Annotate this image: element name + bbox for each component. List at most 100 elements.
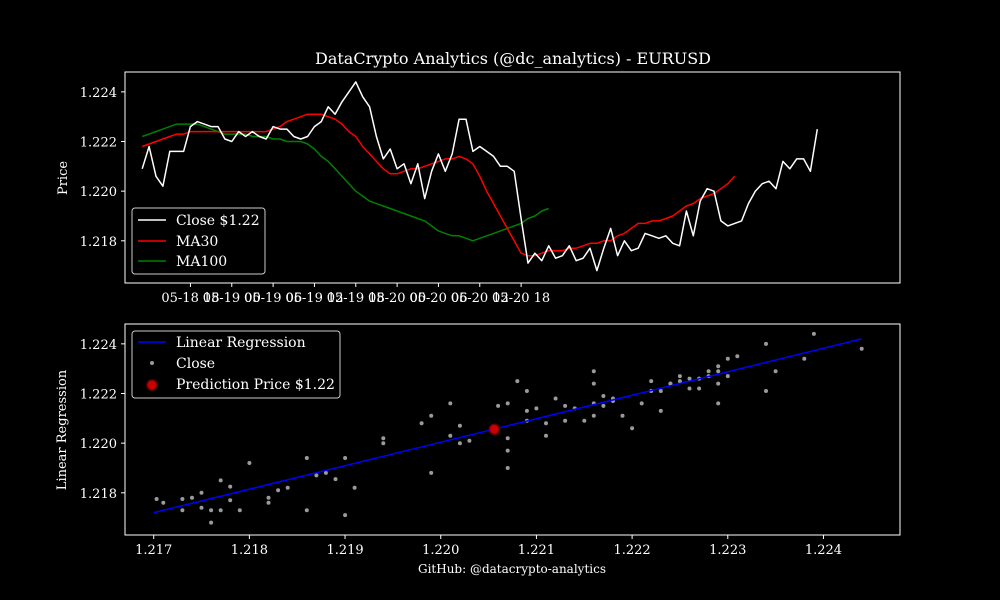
close-point bbox=[180, 508, 185, 513]
price-y-axis-label: Price bbox=[56, 161, 71, 195]
close-point bbox=[448, 433, 453, 438]
regression-legend: Linear Regression Close Prediction Price… bbox=[131, 330, 341, 399]
close-point bbox=[563, 418, 568, 423]
legend-prediction-label: Prediction Price $1.22 bbox=[176, 377, 335, 393]
price-y-axis: 1.218 1.220 1.222 1.224 bbox=[80, 86, 125, 250]
regression-panel: 1.217 1.218 1.219 1.220 1.221 1.222 1.223 1.224… bbox=[55, 323, 901, 576]
close-point bbox=[247, 461, 252, 465]
price-x-tick-label: 05-19 12 bbox=[285, 291, 343, 306]
price-plot-frame bbox=[124, 71, 901, 284]
prediction-point bbox=[488, 423, 501, 436]
chart-title: DataCrypto Analytics (@dc_analytics) - E… bbox=[315, 49, 711, 68]
close-point bbox=[237, 508, 242, 513]
footer-credit: GitHub: @datacrypto-analytics bbox=[418, 562, 606, 576]
legend-ma100-label: MA100 bbox=[176, 254, 227, 270]
price-legend-box bbox=[131, 207, 266, 275]
close-point bbox=[620, 413, 625, 418]
close-point bbox=[180, 497, 185, 501]
close-point bbox=[716, 369, 721, 374]
close-point bbox=[716, 364, 721, 369]
regression-x-tick-label: 1.221 bbox=[518, 543, 555, 558]
price-y-tick-label: 1.222 bbox=[80, 136, 117, 151]
close-point bbox=[677, 379, 682, 384]
close-point bbox=[725, 356, 730, 361]
close-point bbox=[524, 408, 529, 413]
regression-x-tick-label: 1.220 bbox=[422, 543, 459, 558]
close-point bbox=[266, 495, 271, 500]
price-y-tick-label: 1.224 bbox=[80, 86, 117, 101]
price-x-tick-label: 05-18 18 bbox=[161, 291, 219, 306]
close-point bbox=[381, 436, 386, 441]
close-point bbox=[544, 433, 548, 438]
close-point bbox=[764, 341, 768, 346]
regression-x-tick-label: 1.223 bbox=[709, 543, 746, 558]
close-point bbox=[802, 356, 807, 361]
close-point bbox=[467, 438, 472, 443]
close-point bbox=[677, 374, 682, 379]
close-point bbox=[649, 379, 654, 384]
close-point bbox=[553, 396, 558, 401]
close-point bbox=[199, 505, 204, 510]
close-point bbox=[735, 354, 740, 359]
close-point bbox=[505, 448, 510, 453]
legend-close-label: Close $1.22 bbox=[176, 213, 260, 229]
price-y-tick-label: 1.218 bbox=[80, 235, 117, 250]
regression-x-tick-label: 1.217 bbox=[135, 543, 172, 558]
close-point bbox=[333, 477, 338, 482]
regression-y-axis: 1.218 1.220 1.222 1.224 bbox=[80, 338, 125, 502]
close-point bbox=[218, 508, 223, 513]
price-x-tick-label: 05-20 00 bbox=[368, 291, 426, 306]
close-point bbox=[457, 423, 462, 428]
close-point bbox=[591, 369, 596, 374]
close-point bbox=[304, 456, 309, 460]
close-point bbox=[687, 386, 692, 391]
close-point bbox=[314, 473, 319, 478]
close-point bbox=[505, 436, 510, 441]
close-point bbox=[658, 408, 663, 413]
close-point bbox=[505, 466, 510, 470]
close-point bbox=[190, 495, 194, 500]
close-point bbox=[429, 413, 434, 418]
close-point bbox=[218, 478, 223, 483]
close-point bbox=[630, 426, 635, 431]
close-point bbox=[515, 379, 520, 384]
close-point bbox=[285, 485, 290, 490]
ma30-line bbox=[141, 113, 736, 257]
close-point bbox=[601, 403, 606, 408]
close-point bbox=[716, 401, 721, 406]
ma100-line bbox=[141, 123, 549, 242]
price-x-tick-label: 05-19 18 bbox=[327, 291, 385, 306]
regression-x-axis: 1.217 1.218 1.219 1.220 1.221 1.222 1.223 1.224 bbox=[135, 535, 842, 558]
regression-plot-frame bbox=[124, 323, 901, 536]
close-point bbox=[811, 331, 816, 336]
close-line bbox=[141, 81, 819, 272]
legend-ma30-label: MA30 bbox=[176, 234, 218, 250]
regression-legend-box bbox=[131, 330, 341, 399]
close-point bbox=[209, 508, 214, 513]
close-point bbox=[154, 497, 159, 501]
regression-line bbox=[153, 338, 862, 514]
close-point bbox=[582, 418, 587, 423]
close-point bbox=[419, 421, 424, 426]
regression-y-tick-label: 1.218 bbox=[80, 487, 117, 502]
close-point bbox=[343, 456, 348, 460]
regression-y-tick-label: 1.220 bbox=[80, 437, 117, 452]
close-point bbox=[161, 500, 166, 505]
price-x-tick-label: 05-19 06 bbox=[244, 291, 302, 306]
close-point bbox=[199, 490, 204, 495]
price-series bbox=[141, 81, 819, 272]
close-point bbox=[276, 488, 281, 493]
regression-x-tick-label: 1.224 bbox=[805, 543, 842, 558]
regression-y-tick-label: 1.222 bbox=[80, 388, 117, 403]
close-point bbox=[496, 403, 501, 408]
close-point bbox=[764, 389, 768, 393]
close-point bbox=[859, 346, 864, 351]
legend-prediction-swatch bbox=[146, 379, 158, 391]
legend-regression-label: Linear Regression bbox=[176, 335, 306, 351]
close-point bbox=[323, 470, 328, 475]
legend-close-point-swatch bbox=[150, 361, 154, 365]
close-point bbox=[505, 401, 510, 406]
close-point bbox=[773, 369, 778, 374]
price-x-tick-label: 05-20 18 bbox=[492, 291, 550, 306]
